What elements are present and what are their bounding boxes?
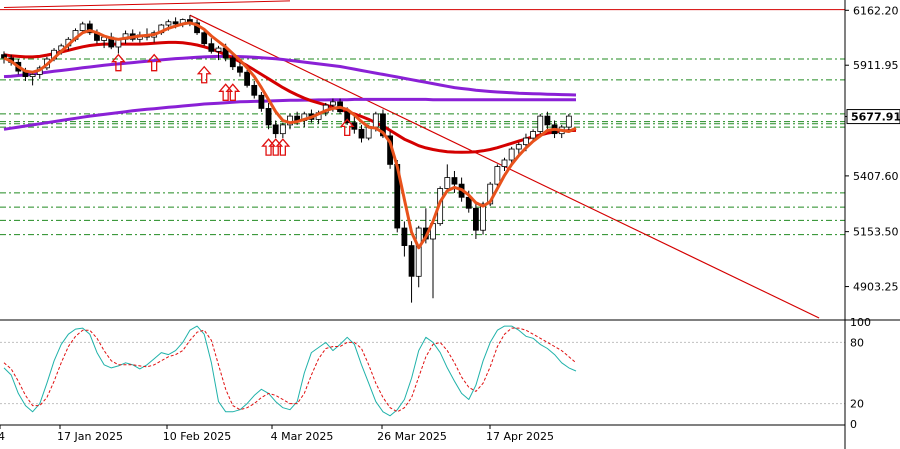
candle-body bbox=[451, 177, 458, 185]
candle-body bbox=[79, 23, 86, 31]
oscillator-panel bbox=[0, 325, 845, 417]
candle-body bbox=[465, 196, 472, 209]
ma-slow-2-line bbox=[3, 97, 576, 131]
x-tick-label: 4 Mar 2025 bbox=[271, 430, 334, 443]
ma-fast-line bbox=[3, 21, 577, 250]
candle-body bbox=[1, 54, 7, 59]
up-arrow-icon bbox=[339, 118, 355, 137]
up-arrow-icon bbox=[275, 138, 291, 156]
candle-body bbox=[444, 177, 451, 189]
candle-body bbox=[201, 32, 208, 45]
candle-body bbox=[265, 108, 272, 126]
candle-body bbox=[565, 115, 572, 128]
candle-body bbox=[472, 207, 479, 231]
stochastic-k-line bbox=[3, 325, 577, 417]
x-tick-label: 10 Feb 2025 bbox=[163, 430, 231, 443]
candle-body bbox=[508, 148, 515, 161]
x-tick-label: 17 Apr 2025 bbox=[486, 430, 554, 443]
top-trendline bbox=[3, 0, 291, 8]
candle-body bbox=[251, 84, 258, 96]
ma-slow-1-line bbox=[3, 54, 577, 97]
candle-body bbox=[344, 111, 351, 124]
candle-body bbox=[258, 94, 265, 109]
candle-body bbox=[244, 71, 251, 86]
last-price-box bbox=[846, 109, 900, 125]
candle-body bbox=[372, 113, 379, 128]
price-panel bbox=[0, 0, 845, 319]
y-tick-label: 5153.50 bbox=[853, 226, 899, 239]
y-tick-label: 5911.95 bbox=[853, 59, 899, 72]
candle-body bbox=[501, 159, 508, 167]
up-arrow-icon bbox=[196, 65, 212, 84]
x-tick-label: 17 Jan 2025 bbox=[57, 430, 123, 443]
candle-body bbox=[29, 74, 36, 78]
candle-body bbox=[415, 227, 422, 277]
candle-body bbox=[86, 23, 93, 34]
y-tick-label: 5407.60 bbox=[853, 170, 899, 183]
candle-body bbox=[272, 124, 279, 135]
candle-body bbox=[515, 144, 522, 150]
ma-mid-line bbox=[3, 40, 577, 154]
candle-body bbox=[215, 47, 222, 52]
candle-body bbox=[480, 203, 486, 231]
candle-body bbox=[358, 128, 365, 139]
candle-body bbox=[380, 113, 386, 137]
candle-body bbox=[237, 66, 243, 73]
candle-body bbox=[165, 21, 172, 26]
x-tick-label: 26 Mar 2025 bbox=[377, 430, 447, 443]
up-arrow-icon bbox=[268, 138, 284, 156]
candle-body bbox=[544, 115, 551, 126]
stochastic-d-line bbox=[3, 327, 577, 413]
candle-body bbox=[408, 245, 415, 277]
up-arrow-icon bbox=[218, 83, 234, 101]
candle-body bbox=[279, 124, 286, 135]
osc-tick-label: 0 bbox=[850, 418, 857, 431]
osc-tick-label: 80 bbox=[850, 336, 864, 349]
candle-body bbox=[329, 101, 336, 106]
osc-tick-label: 100 bbox=[850, 316, 871, 329]
last-price-label: 5677.91 bbox=[851, 111, 900, 124]
candle-body bbox=[229, 57, 236, 68]
candle-body bbox=[208, 43, 215, 52]
osc-tick-label: 20 bbox=[850, 398, 864, 411]
up-arrow-icon bbox=[146, 53, 162, 72]
y-tick-label: 6162.20 bbox=[853, 4, 899, 17]
up-arrow-icon bbox=[110, 53, 126, 72]
candle-body bbox=[401, 227, 408, 246]
x-tick-label: 2024 bbox=[0, 430, 5, 443]
candle-body bbox=[494, 166, 501, 185]
candle-body bbox=[172, 21, 179, 25]
up-arrow-icon bbox=[261, 138, 276, 156]
candle-body bbox=[537, 115, 544, 132]
candle-body bbox=[523, 137, 529, 146]
up-arrow-icon bbox=[225, 83, 241, 101]
candle-body bbox=[530, 131, 536, 139]
y-tick-label: 4903.25 bbox=[853, 281, 899, 294]
